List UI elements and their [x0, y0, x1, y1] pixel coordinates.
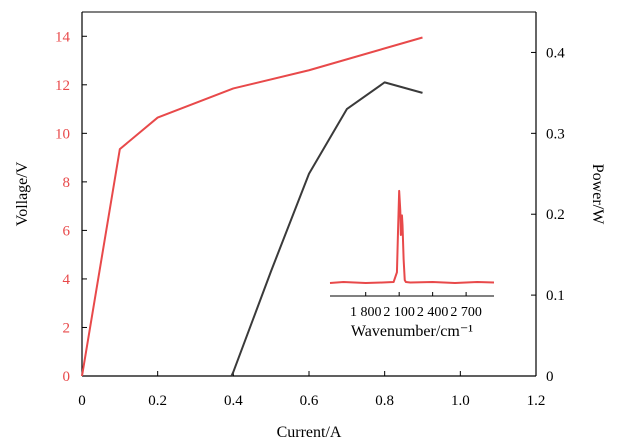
inset-x-axis-title: Wavenumber/cm⁻¹ — [351, 323, 473, 340]
inset-x-tick-label: 2 100 — [383, 305, 415, 320]
y-tick-label: 12 — [55, 78, 70, 94]
inset-plot: 1 800 2 100 2 400 2 700 Wavenumber/cm⁻¹ — [329, 189, 495, 340]
y-tick-label: 0 — [63, 369, 71, 385]
main-plot: 0 0.2 0.4 0.6 0.8 1.0 1.20246810121400.10.20.3… — [14, 11, 606, 441]
y2-tick-label: 0 — [546, 369, 554, 385]
y-tick-label: 14 — [55, 29, 71, 45]
x-tick-label: 0.6 — [300, 393, 319, 409]
power-series-line — [230, 81, 423, 377]
voltage-series-line — [81, 36, 423, 377]
y2-axis-title: Power/W — [589, 164, 606, 225]
x-tick-label: 0.4 — [224, 393, 243, 409]
y-tick-label: 6 — [63, 223, 71, 239]
inset-x-tick-label: 2 400 — [417, 305, 449, 320]
x-axis-title: Current/A — [277, 424, 342, 441]
y2-tick-label: 0.4 — [546, 45, 565, 61]
x-tick-label: 0.2 — [148, 393, 167, 409]
y-axis-title: Vollage/V — [14, 161, 31, 226]
y2-tick-label: 0.3 — [546, 126, 565, 142]
y-tick-label: 8 — [63, 175, 71, 191]
y2-tick-label: 0.2 — [546, 207, 565, 223]
y-tick-label: 2 — [63, 320, 71, 336]
inset-x-tick-label: 1 800 — [350, 305, 382, 320]
x-tick-label: 0.8 — [375, 393, 394, 409]
inset-x-tick-label: 2 700 — [450, 305, 482, 320]
y-tick-label: 4 — [63, 272, 71, 288]
inset-spectrum-line — [329, 189, 495, 285]
x-tick-label: 1.0 — [451, 393, 470, 409]
y2-tick-label: 0.1 — [546, 288, 565, 304]
x-tick-label: 1.2 — [527, 393, 546, 409]
x-tick-label: 0 — [78, 393, 86, 409]
y-tick-label: 10 — [55, 126, 70, 142]
